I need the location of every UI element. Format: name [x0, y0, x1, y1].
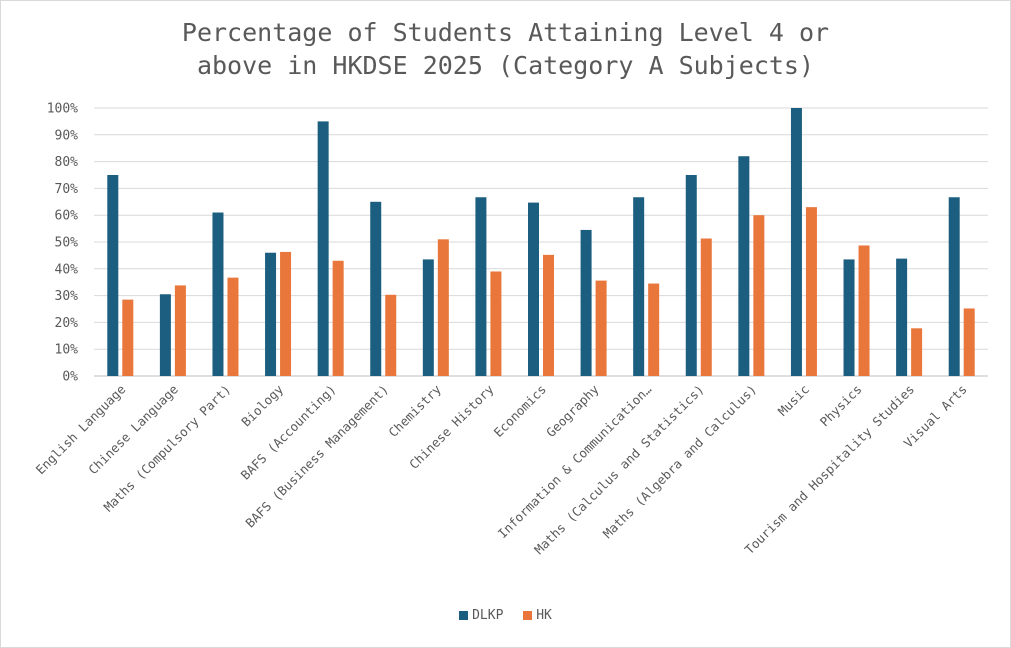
chart-title-line-2: above in HKDSE 2025 (Category A Subjects…	[196, 51, 815, 80]
bar-hk	[911, 328, 923, 376]
bar-dlkp	[580, 229, 592, 376]
bar-hk	[858, 245, 870, 376]
bar-dlkp	[265, 252, 277, 376]
legend-item-series-2: HK	[523, 608, 552, 623]
bar-hk	[280, 251, 292, 376]
x-tick-label: English Language	[33, 382, 129, 478]
legend-label-series-1: DLKP	[472, 608, 504, 623]
legend-swatch-series-2	[523, 611, 533, 620]
y-tick-label: 20%	[55, 316, 79, 331]
bar-dlkp	[212, 212, 224, 376]
bar-dlkp	[896, 258, 908, 376]
bar-dlkp	[948, 197, 960, 376]
legend-label-series-2: HK	[536, 608, 552, 623]
bar-dlkp	[422, 259, 434, 376]
y-tick-label: 70%	[55, 182, 79, 197]
y-tick-label: 80%	[55, 155, 79, 170]
bar-dlkp	[685, 175, 697, 376]
bar-hk	[437, 239, 449, 376]
bar-dlkp	[790, 108, 802, 376]
y-tick-label: 100%	[47, 102, 78, 117]
bar-hk	[385, 294, 397, 376]
y-tick-label: 40%	[55, 262, 79, 277]
bar-hk	[595, 280, 607, 376]
y-tick-label: 60%	[55, 209, 79, 224]
bar-dlkp	[159, 294, 171, 376]
legend-item-series-1: DLKP	[459, 608, 503, 623]
bar-dlkp	[107, 175, 119, 376]
bar-dlkp	[528, 202, 539, 376]
bar-hk	[700, 238, 712, 376]
bar-hk	[227, 277, 239, 376]
legend: DLKP HK	[0, 608, 1011, 624]
bar-hk	[332, 260, 344, 376]
bar-dlkp	[475, 197, 487, 376]
x-tick-label: Biology	[238, 381, 286, 429]
y-tick-label: 30%	[55, 289, 79, 304]
chart-title-line-1: Percentage of Students Attaining Level 4…	[181, 18, 830, 47]
y-tick-label: 90%	[55, 128, 79, 143]
bar-dlkp	[317, 121, 329, 377]
legend-swatch-series-1	[459, 611, 469, 620]
y-tick-label: 50%	[55, 236, 79, 251]
bar-hk	[490, 271, 502, 376]
x-tick-label: Economics	[491, 382, 550, 441]
bar-hk	[805, 207, 817, 376]
bar-hk	[753, 215, 765, 376]
x-tick-label: Physics	[817, 382, 865, 430]
bar-hk	[122, 299, 134, 376]
x-tick-label: Music	[775, 382, 812, 419]
bar-dlkp	[738, 156, 750, 376]
bar-dlkp	[633, 197, 645, 376]
y-tick-label: 0%	[62, 370, 78, 385]
bar-hk	[648, 283, 660, 376]
bar-dlkp	[370, 201, 382, 376]
bar-dlkp	[843, 259, 855, 376]
y-tick-label: 10%	[55, 343, 79, 358]
x-tick-label: BAFS (Accounting)	[238, 382, 339, 483]
bar-hk	[543, 254, 554, 376]
bar-hk	[963, 308, 975, 376]
chart-title: Percentage of Students Attaining Level 4…	[0, 16, 1011, 82]
bar-hk	[174, 285, 186, 376]
x-tick-label: Chinese Language	[85, 382, 181, 478]
